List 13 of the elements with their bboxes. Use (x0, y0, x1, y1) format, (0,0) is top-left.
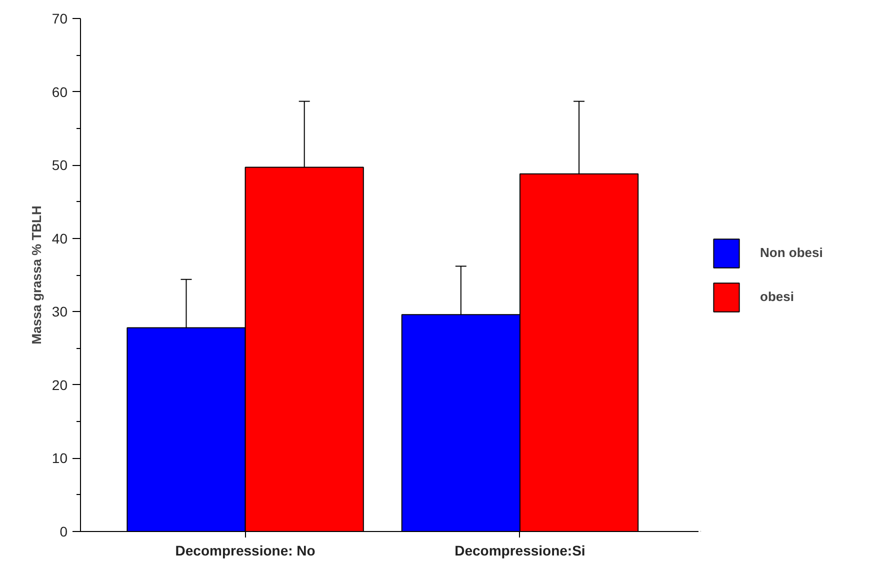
y-tick-label: 0 (60, 524, 68, 540)
y-tick-label: 60 (52, 84, 68, 100)
y-tick-label: 70 (52, 10, 68, 26)
y-tick-label: 10 (52, 450, 68, 466)
legend-label: Non obesi (760, 245, 823, 260)
y-tick-label: 20 (52, 376, 68, 393)
x-tick-label: Decompressione:Si (454, 542, 586, 558)
x-tick-label: Decompressione: No (175, 542, 316, 558)
legend-label: obesi (760, 289, 794, 304)
y-axis-title: Massa grassa % TBLH (28, 206, 44, 344)
y-tick-label: 40 (52, 230, 68, 246)
y-tick-label: 30 (52, 304, 68, 320)
y-tick-label: 50 (52, 157, 68, 174)
